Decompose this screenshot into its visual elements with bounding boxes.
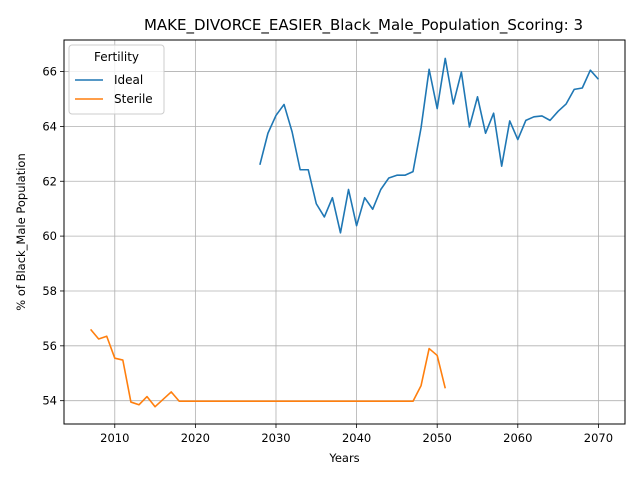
y-tick-label: 60 [42, 229, 57, 243]
x-tick-label: 2010 [100, 431, 129, 445]
grid [64, 40, 625, 424]
x-axis-ticks: 2010 2020 2030 2040 2050 2060 2070 [100, 424, 613, 445]
x-axis-label: Years [328, 451, 359, 465]
series-lines [89, 57, 599, 408]
x-tick-label: 2060 [503, 431, 532, 445]
x-tick-label: 2050 [423, 431, 452, 445]
x-tick-label: 2070 [584, 431, 613, 445]
series-line-ideal [259, 57, 599, 234]
plot-area: 2010 2020 2030 2040 2050 2060 2070 54 56 58 60 62 6… [42, 39, 626, 445]
y-tick-label: 54 [42, 394, 57, 408]
legend: Fertility Ideal Sterile [68, 44, 165, 115]
y-tick-label: 58 [42, 284, 57, 298]
y-tick-label: 64 [42, 119, 57, 133]
series-line-sterile [89, 328, 447, 408]
legend-label-sterile: Sterile [114, 92, 153, 106]
y-axis-label: % of Black_Male Population [14, 153, 28, 311]
legend-title: Fertility [94, 50, 139, 64]
y-tick-label: 66 [42, 65, 57, 79]
y-tick-label: 56 [42, 339, 57, 353]
x-tick-label: 2030 [261, 431, 290, 445]
y-axis-ticks: 54 56 58 60 62 64 66 [42, 65, 64, 408]
x-tick-label: 2040 [342, 431, 371, 445]
chart-title: MAKE_DIVORCE_EASIER_Black_Male_Populatio… [144, 16, 583, 35]
y-tick-label: 62 [42, 174, 57, 188]
plot-frame [63, 39, 626, 425]
legend-box [68, 44, 165, 115]
legend-label-ideal: Ideal [114, 73, 143, 87]
x-tick-label: 2020 [181, 431, 210, 445]
